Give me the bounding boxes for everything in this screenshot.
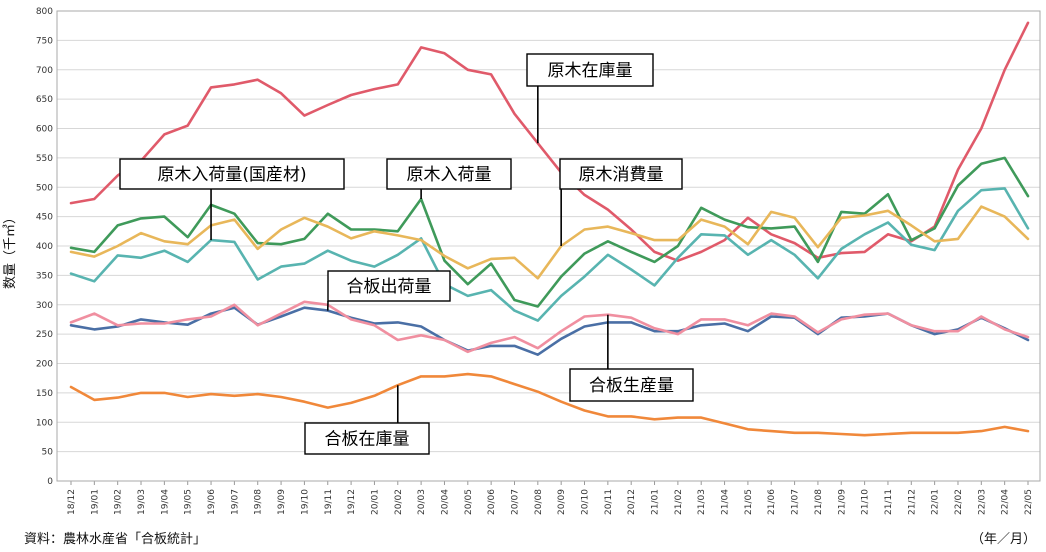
- x-tick-label: 22/02: [954, 489, 964, 515]
- x-tick-label: 19/12: [347, 489, 357, 515]
- y-tick-label: 150: [36, 389, 53, 399]
- series-annotation: 原木消費量: [579, 165, 664, 185]
- y-tick-label: 250: [36, 330, 53, 340]
- y-tick-label: 600: [36, 125, 53, 135]
- y-tick-label: 50: [42, 448, 54, 458]
- series-line: [69, 21, 1030, 263]
- x-tick-label: 20/06: [487, 489, 497, 515]
- x-tick-label: 22/04: [1001, 489, 1011, 515]
- series-annotation: 合板生産量: [589, 376, 674, 396]
- x-tick-label: 20/03: [417, 489, 427, 515]
- y-tick-label: 450: [36, 213, 53, 223]
- series-line: [69, 156, 1030, 308]
- y-tick-label: 650: [36, 95, 53, 105]
- source-note: 資料：農林水産省「合板統計」: [24, 532, 207, 547]
- x-tick-label: 22/05: [1024, 489, 1034, 515]
- y-tick-label: 200: [36, 360, 53, 370]
- x-tick-label: 21/11: [884, 489, 894, 515]
- x-tick-label: 20/11: [604, 489, 614, 515]
- x-tick-label: 19/03: [137, 489, 147, 515]
- x-tick-label: 22/01: [931, 489, 941, 515]
- x-tick-label: 19/04: [160, 489, 170, 515]
- x-tick-label: 21/05: [744, 489, 754, 515]
- callout-box: [327, 270, 451, 302]
- series-annotation: 原木入荷量(国産材): [157, 165, 306, 185]
- x-tick-label: 21/03: [697, 489, 707, 515]
- x-tick-label: 19/10: [300, 489, 310, 515]
- x-tick-label: 19/09: [277, 489, 287, 515]
- x-tick-label: 20/01: [370, 489, 380, 515]
- series-annotation: 合板在庫量: [325, 430, 410, 450]
- chart-series: [69, 21, 1030, 437]
- series-line: [69, 372, 1030, 437]
- series-annotation: 合板出荷量: [347, 277, 432, 297]
- x-axis-unit-note: （年／月）: [970, 532, 1036, 547]
- chart-axes: [56, 10, 1041, 485]
- callout-box: [119, 158, 345, 190]
- y-tick-label: 550: [36, 154, 53, 164]
- x-tick-label: 21/04: [721, 489, 731, 515]
- series-line: [69, 306, 1030, 357]
- x-tick-label: 21/12: [907, 489, 917, 515]
- y-tick-label: 700: [36, 66, 53, 76]
- y-tick-label: 300: [36, 301, 53, 311]
- series-annotation: 原木在庫量: [548, 61, 633, 81]
- x-tick-label: 20/05: [464, 489, 474, 515]
- x-tick-label: 19/06: [207, 489, 217, 515]
- x-tick-label: 21/01: [651, 489, 661, 515]
- callout-box: [386, 158, 512, 190]
- x-tick-label: 20/12: [627, 489, 637, 515]
- x-tick-label: 20/04: [440, 489, 450, 515]
- x-tick-label: 20/02: [394, 489, 404, 515]
- x-tick-label: 20/07: [510, 489, 520, 515]
- x-tick-label: 21/02: [674, 489, 684, 515]
- y-tick-label: 350: [36, 271, 53, 281]
- x-tick-label: 21/10: [861, 489, 871, 515]
- y-tick-label: 0: [47, 477, 53, 487]
- y-tick-label: 100: [36, 418, 53, 428]
- x-tick-label: 19/05: [184, 489, 194, 515]
- callout-box: [304, 422, 430, 455]
- y-tick-label: 800: [36, 7, 53, 17]
- x-tick-label: 19/08: [254, 489, 264, 515]
- series-line: [69, 205, 1030, 280]
- y-tick-label: 500: [36, 183, 53, 193]
- x-tick-label: 22/03: [977, 489, 987, 515]
- x-tick-label: 18/12: [67, 489, 77, 515]
- callout-box: [559, 158, 683, 190]
- x-tick-label: 19/01: [90, 489, 100, 515]
- callout-box: [526, 53, 654, 87]
- x-tick-label: 21/07: [791, 489, 801, 515]
- x-tick-label: 19/02: [114, 489, 124, 515]
- x-tick-label: 21/08: [814, 489, 824, 515]
- x-tick-label: 20/10: [581, 489, 591, 515]
- series-line: [69, 300, 1030, 354]
- plot-frame: [56, 10, 1041, 482]
- series-annotation: 原木入荷量: [407, 165, 492, 185]
- x-tick-labels: 18/12 19/01 19/02 19/03 19/04 19/05 19/06 19/07…: [67, 489, 1034, 515]
- y-tick-labels: 0 50 100 150 200 250 300 350 400 450 500 550 600 650 7…: [36, 7, 53, 487]
- x-tick-label: 20/09: [557, 489, 567, 515]
- x-tick-label: 21/09: [837, 489, 847, 515]
- x-tick-label: 19/07: [230, 489, 240, 515]
- y-tick-label: 400: [36, 242, 53, 252]
- series-line: [69, 187, 1030, 322]
- x-tick-label: 19/11: [324, 489, 334, 515]
- y-axis-label: 数量（千㎥）: [3, 211, 18, 289]
- y-tick-label: 750: [36, 36, 53, 46]
- x-tick-label: 20/08: [534, 489, 544, 515]
- x-tick-label: 21/06: [767, 489, 777, 515]
- callout-box: [569, 368, 694, 402]
